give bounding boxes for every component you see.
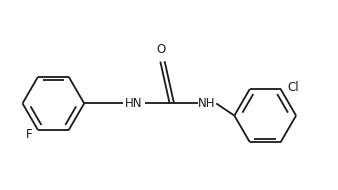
Text: NH: NH: [198, 97, 216, 110]
Text: Cl: Cl: [288, 81, 299, 94]
Text: O: O: [157, 43, 166, 56]
Text: F: F: [26, 128, 33, 141]
Text: HN: HN: [125, 97, 143, 110]
